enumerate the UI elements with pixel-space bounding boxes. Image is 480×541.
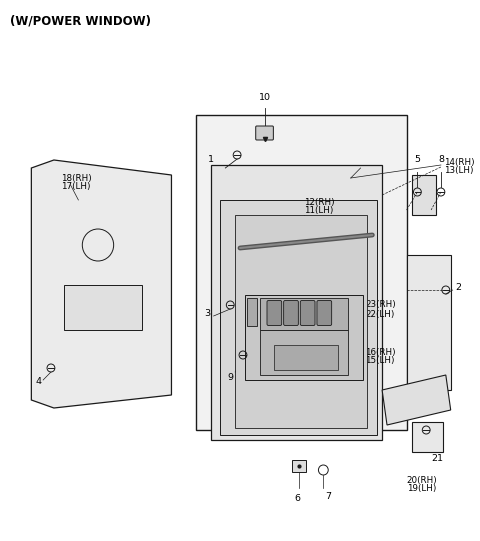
Polygon shape xyxy=(411,175,436,215)
Text: 15(LH): 15(LH) xyxy=(365,357,395,366)
Polygon shape xyxy=(260,330,348,375)
FancyBboxPatch shape xyxy=(317,300,332,326)
Polygon shape xyxy=(235,215,367,428)
Text: 16(RH): 16(RH) xyxy=(365,347,396,357)
Polygon shape xyxy=(407,255,451,390)
Text: 17(LH): 17(LH) xyxy=(61,182,90,192)
Polygon shape xyxy=(260,298,348,330)
Text: 18(RH): 18(RH) xyxy=(61,174,92,182)
Text: 12(RH): 12(RH) xyxy=(304,198,335,207)
FancyBboxPatch shape xyxy=(411,422,443,452)
Text: 14(RH): 14(RH) xyxy=(444,157,474,167)
Text: 20(RH): 20(RH) xyxy=(407,476,437,485)
FancyBboxPatch shape xyxy=(64,285,142,330)
Text: 8: 8 xyxy=(438,155,444,164)
FancyBboxPatch shape xyxy=(292,460,306,472)
FancyBboxPatch shape xyxy=(247,298,257,326)
Polygon shape xyxy=(31,160,171,408)
Text: 22(LH): 22(LH) xyxy=(365,309,395,319)
Polygon shape xyxy=(275,345,338,370)
Text: 5: 5 xyxy=(414,155,420,164)
Text: 2: 2 xyxy=(456,283,462,293)
FancyBboxPatch shape xyxy=(284,300,299,326)
Polygon shape xyxy=(196,115,407,430)
Text: (W/POWER WINDOW): (W/POWER WINDOW) xyxy=(10,14,151,27)
Text: 13(LH): 13(LH) xyxy=(444,167,473,175)
Text: 7: 7 xyxy=(325,492,331,501)
FancyBboxPatch shape xyxy=(300,300,315,326)
Text: 9: 9 xyxy=(227,373,233,382)
Polygon shape xyxy=(382,375,451,425)
Text: 11(LH): 11(LH) xyxy=(304,206,333,215)
FancyBboxPatch shape xyxy=(256,126,274,140)
Polygon shape xyxy=(220,200,377,435)
FancyBboxPatch shape xyxy=(267,300,282,326)
Text: 23(RH): 23(RH) xyxy=(365,300,396,309)
Text: 19(LH): 19(LH) xyxy=(407,485,436,493)
Polygon shape xyxy=(211,165,382,440)
Text: 10: 10 xyxy=(259,93,271,102)
Text: 21: 21 xyxy=(431,454,443,463)
Text: 6: 6 xyxy=(294,494,300,503)
Text: 3: 3 xyxy=(204,309,211,319)
Polygon shape xyxy=(245,295,362,380)
Text: 1: 1 xyxy=(207,155,214,164)
Text: 4: 4 xyxy=(35,378,41,386)
